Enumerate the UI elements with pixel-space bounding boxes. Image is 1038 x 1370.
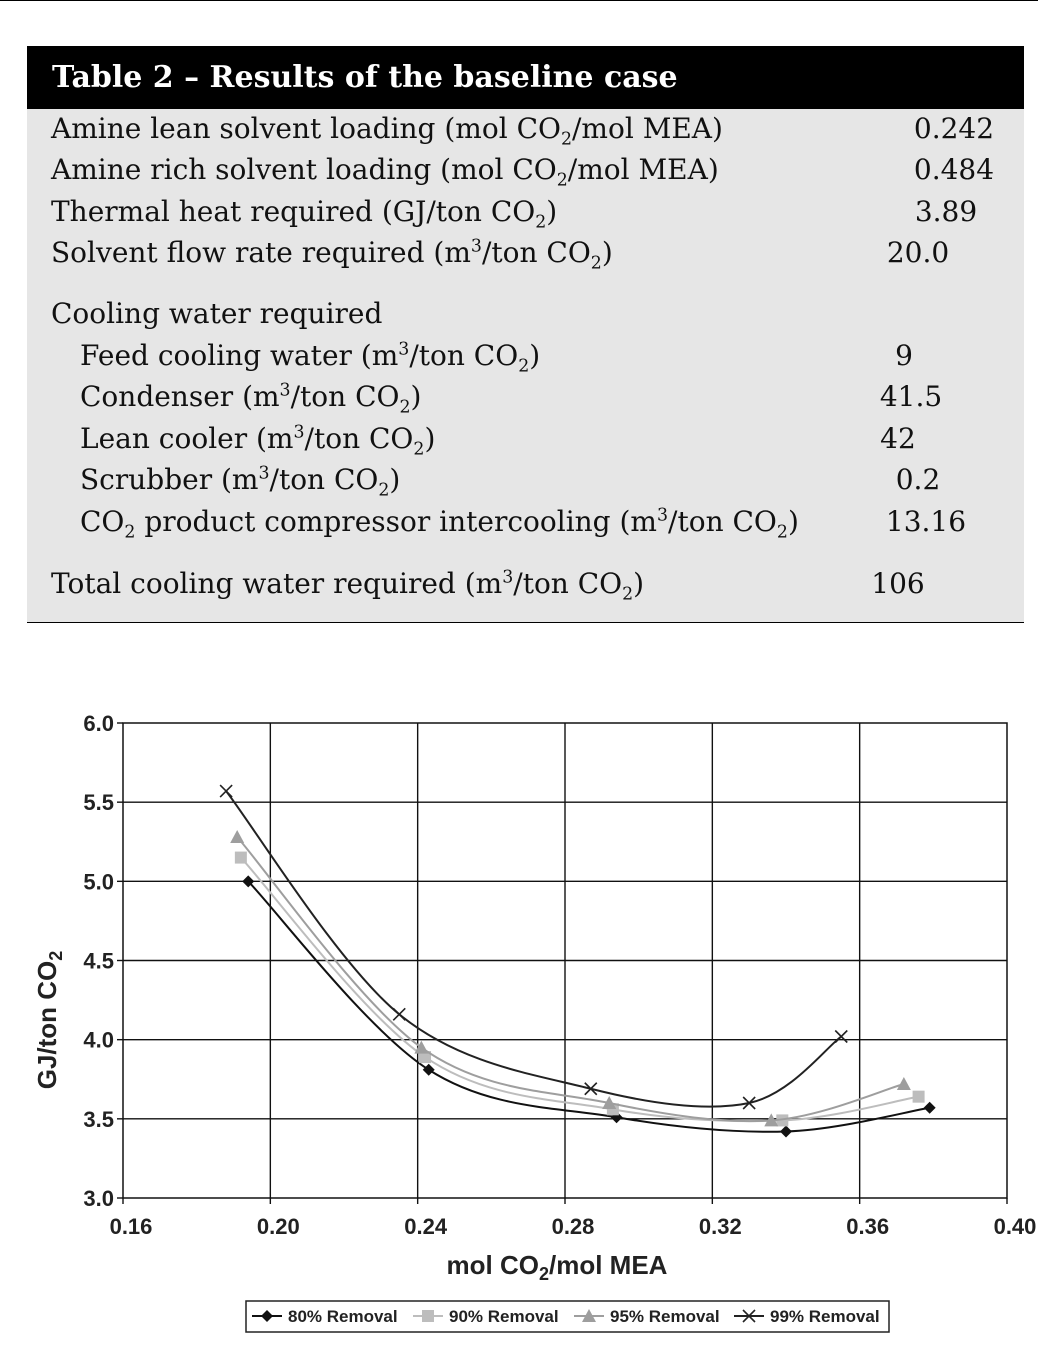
row-label: Lean cooler (m3/ton CO2) — [80, 422, 436, 460]
series-line — [247, 880, 930, 1133]
chart-svg: 0.16 0.20 0.24 0.28 0.32 0.36 0.40 3.0 3.5 4.0 4.5… — [32, 711, 1036, 1333]
axes: 0.16 0.20 0.24 0.28 0.32 0.36 0.40 3.0 3.5 4.0 4.5… — [83, 711, 1036, 1239]
row-label: Feed cooling water (m3/ton CO2) — [80, 339, 541, 377]
legend-label: 95% Removal — [610, 1307, 720, 1326]
data-point-stroke — [584, 1082, 598, 1096]
data-point-stroke — [742, 1309, 756, 1323]
row-value: 9 — [895, 339, 913, 372]
data-point — [834, 1029, 848, 1044]
data-point — [242, 875, 255, 888]
x-tick-label: 0.40 — [994, 1214, 1037, 1239]
data-point — [230, 830, 245, 843]
x-tick-label: 0.16 — [110, 1214, 153, 1239]
data-point — [923, 1101, 936, 1114]
y-tick-label: 4.5 — [83, 949, 114, 974]
row-label: Scrubber (m3/ton CO2) — [80, 463, 401, 501]
legend-box — [245, 1300, 890, 1333]
row-value: 3.89 — [914, 195, 978, 228]
data-point — [582, 1309, 596, 1322]
data-point — [419, 1051, 432, 1064]
series-3 — [219, 784, 848, 1110]
x-tick-label: 0.36 — [846, 1214, 889, 1239]
table-row: Amine rich solvent loading (mol CO2/mol … — [27, 153, 1024, 193]
x-tick-label: 0.20 — [257, 1214, 300, 1239]
data-point — [742, 1096, 756, 1110]
data-point — [912, 1090, 925, 1103]
table-title: Table 2 – Results of the baseline case — [27, 46, 1024, 109]
data-point — [219, 784, 233, 798]
table-row: Thermal heat required (GJ/ton CO2) 3.89 — [27, 195, 1024, 235]
row-value: 42 — [880, 422, 916, 455]
row-value: 0.484 — [913, 153, 995, 186]
y-tick-label: 5.0 — [83, 869, 114, 894]
energy-chart: 0.16 0.20 0.24 0.28 0.32 0.36 0.40 3.0 3.5 4.0 4.5… — [0, 690, 1038, 1350]
table-row: Lean cooler (m3/ton CO2) 42 — [27, 422, 1024, 462]
series-2 — [230, 830, 911, 1127]
row-label: CO2 product compressor intercooling (m3/… — [80, 505, 799, 543]
series-line — [236, 836, 905, 1123]
legend-item: 90% Removal — [413, 1307, 559, 1326]
legend-label: 99% Removal — [770, 1307, 880, 1326]
data-point — [602, 1096, 617, 1109]
row-value: 41.5 — [879, 380, 943, 413]
y-tick-label: 5.5 — [83, 790, 114, 815]
row-label: Amine rich solvent loading (mol CO2/mol … — [51, 153, 719, 191]
legend-item: 95% Removal — [574, 1307, 720, 1326]
legend: 80% Removal 90% Removal 95% Removal 99% Rem… — [245, 1300, 890, 1333]
row-value: 106 — [871, 567, 925, 600]
row-label: Amine lean solvent loading (mol CO2/mol … — [51, 112, 723, 150]
y-tick-label: 3.5 — [83, 1107, 114, 1132]
data-point — [776, 1114, 789, 1127]
y-tick-label: 6.0 — [83, 711, 114, 736]
data-point — [422, 1310, 434, 1322]
series-line — [240, 856, 919, 1123]
y-tick-label: 4.0 — [83, 1028, 114, 1053]
data-point — [261, 1310, 273, 1322]
data-point — [422, 1063, 435, 1076]
table-row-total: Total cooling water required (m3/ton CO2… — [27, 567, 1024, 607]
row-label: Solvent flow rate required (m3/ton CO2) — [51, 236, 613, 274]
y-axis-label: GJ/ton CO2 — [32, 951, 66, 1090]
y-tick-label: 3.0 — [83, 1186, 114, 1211]
table-row: Condenser (m3/ton CO2) 41.5 — [27, 380, 1024, 420]
cooling-header: Cooling water required — [51, 297, 383, 330]
legend-item: 99% Removal — [734, 1307, 880, 1326]
data-point-stroke — [219, 784, 233, 798]
series-line — [225, 790, 842, 1108]
data-point — [764, 1113, 779, 1127]
row-label: Condenser (m3/ton CO2) — [80, 380, 422, 418]
legend-item: 80% Removal — [252, 1307, 398, 1326]
x-tick-label: 0.24 — [404, 1214, 448, 1239]
data-point-stroke — [834, 1029, 848, 1044]
data-point — [392, 1007, 406, 1021]
series-layer — [219, 784, 936, 1138]
data-point-stroke — [742, 1096, 756, 1110]
legend-label: 90% Removal — [449, 1307, 559, 1326]
top-rule — [0, 0, 1038, 1]
data-point — [234, 851, 247, 864]
results-table: Table 2 – Results of the baseline case A… — [27, 46, 1024, 623]
table-row: Solvent flow rate required (m3/ton CO2) … — [27, 236, 1024, 276]
row-label: Total cooling water required (m3/ton CO2… — [51, 567, 645, 605]
row-value: 0.2 — [895, 463, 941, 496]
legend-label: 80% Removal — [288, 1307, 398, 1326]
x-tick-label: 0.28 — [552, 1214, 595, 1239]
data-point — [414, 1040, 429, 1054]
table-row: Scrubber (m3/ton CO2) 0.2 — [27, 463, 1024, 503]
row-value: 0.242 — [913, 112, 995, 145]
row-value: 20.0 — [886, 236, 950, 269]
data-point — [780, 1125, 792, 1138]
x-axis-label: mol CO2/mol MEA — [447, 1250, 668, 1284]
row-label: Thermal heat required (GJ/ton CO2) — [51, 195, 558, 233]
table-row: Amine lean solvent loading (mol CO2/mol … — [27, 112, 1024, 152]
data-point — [584, 1082, 598, 1096]
data-point-stroke — [392, 1007, 406, 1021]
x-tick-label: 0.32 — [699, 1214, 742, 1239]
grid — [122, 722, 1008, 1199]
data-point — [896, 1077, 911, 1090]
data-point — [742, 1309, 756, 1323]
table-row: CO2 product compressor intercooling (m3/… — [27, 505, 1024, 545]
row-value: 13.16 — [885, 505, 967, 538]
table-row: Feed cooling water (m3/ton CO2) 9 — [27, 339, 1024, 379]
